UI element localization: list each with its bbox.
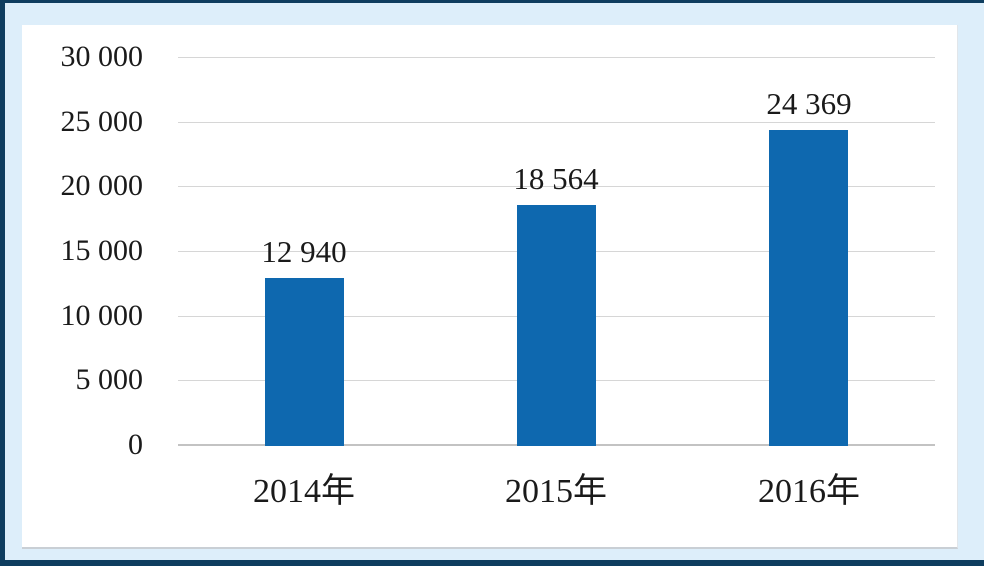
bar-2014年 [265,278,344,446]
gridline [178,57,935,58]
page-border-left [0,0,5,566]
y-tick-label: 25 000 [60,105,144,138]
bar-2015年 [517,205,596,446]
y-tick-label: 20 000 [60,169,144,202]
bar-2016年 [769,130,848,446]
bar-value-label: 24 369 [766,86,852,121]
page-border-top [0,0,984,3]
category-label: 2015年 [505,473,607,510]
y-tick-label: 0 [128,428,143,461]
bar-chart: 0 5 000 10 000 15 000 20 000 25 000 30 000 12 … [22,25,958,549]
y-tick-label: 15 000 [60,234,144,267]
y-tick-label: 10 000 [60,299,144,332]
gridline [178,186,935,187]
bar-value-label: 18 564 [513,161,599,196]
category-label: 2014年 [253,473,355,510]
bar-value-label: 12 940 [261,234,347,269]
category-label: 2016年 [758,473,860,510]
page-border-bottom [0,560,984,566]
y-tick-label: 5 000 [75,363,144,396]
y-tick-label: 30 000 [60,40,144,73]
gridline [178,122,935,123]
